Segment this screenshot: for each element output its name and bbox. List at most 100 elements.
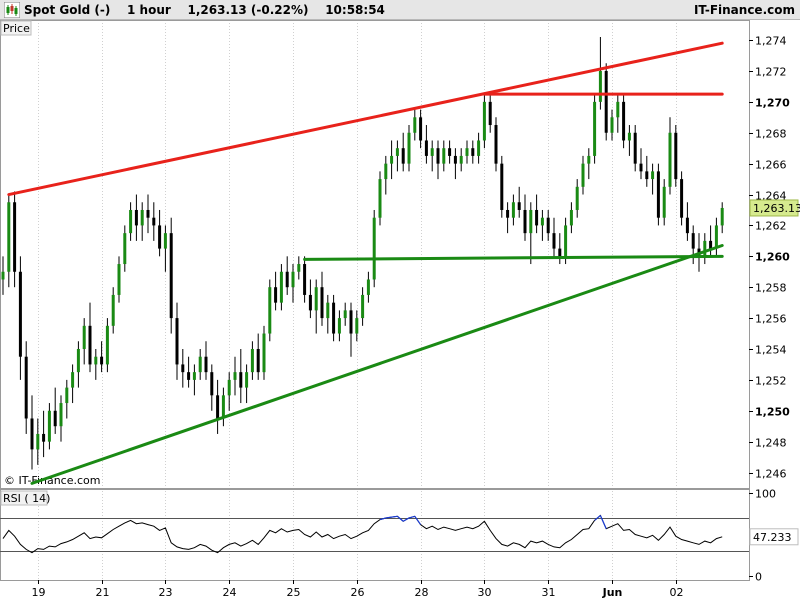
rsi-overbought-segment (397, 515, 404, 522)
candle-body (378, 179, 382, 218)
candle (140, 202, 144, 241)
candle (13, 191, 17, 288)
candle-body (100, 356, 104, 365)
price-y-tick-label: 1,250 (755, 406, 790, 419)
candle-body (517, 202, 521, 210)
candle (424, 125, 428, 164)
price-y-tick-label: 1,258 (755, 282, 787, 295)
rsi-value-label: 47.233 (753, 531, 792, 544)
candle-body (691, 233, 695, 249)
candle-body (511, 202, 515, 218)
price-y-tick-label: 1,274 (755, 35, 787, 48)
candle (540, 209, 544, 241)
candle-body (158, 225, 162, 249)
candle-body (448, 148, 452, 156)
candle (407, 125, 411, 172)
candle-body (604, 70, 608, 133)
candle (303, 256, 307, 303)
candle-body (500, 163, 504, 210)
candle-body (627, 132, 631, 141)
candle-body (175, 318, 179, 365)
candle-body (105, 325, 109, 365)
rsi-y-tick-label: 100 (755, 488, 776, 501)
candle (152, 202, 156, 241)
candle-body (7, 202, 11, 272)
candle-body (227, 379, 231, 396)
candle-body (198, 356, 202, 373)
candle-body (558, 248, 562, 257)
candle-body (471, 148, 475, 156)
candle (187, 356, 191, 388)
rsi-value-marker (749, 528, 799, 546)
candle (88, 302, 92, 373)
price-y-tick-label: 1,260 (755, 251, 790, 264)
price-y-tick-label: 1,252 (755, 375, 787, 388)
trendline (7, 41, 724, 197)
candle-body (430, 148, 434, 156)
candle (47, 403, 51, 450)
candle (523, 194, 527, 241)
candle (662, 179, 666, 226)
rsi-overbought-segment (379, 517, 386, 521)
candle-body (262, 333, 266, 373)
candle-body (250, 348, 254, 373)
x-tick-label: Jun (602, 586, 623, 599)
candle (158, 209, 162, 257)
candle (581, 155, 585, 195)
candle (610, 109, 614, 141)
price-y-tick-label: 1,246 (755, 468, 787, 481)
candle-body (59, 403, 63, 427)
candle (349, 302, 353, 357)
candle-body (30, 418, 34, 450)
x-tick-label: 21 (96, 586, 110, 599)
candle (436, 140, 440, 180)
candle (326, 294, 330, 334)
candle-body (593, 101, 597, 156)
candle-body (720, 207, 724, 226)
candle-body (587, 155, 591, 164)
candle (598, 36, 602, 110)
candle-body (546, 217, 550, 234)
candle (361, 287, 365, 326)
candle (477, 132, 481, 164)
candle (372, 209, 376, 288)
candle (111, 287, 115, 334)
rsi-overbought-segment (414, 515, 422, 525)
candle (627, 125, 631, 156)
candle (593, 94, 597, 164)
candle-body (366, 279, 370, 295)
candle-body (129, 209, 133, 234)
candle (558, 233, 562, 265)
candle (314, 279, 318, 334)
candle-body (245, 372, 249, 388)
rsi-label-box (0, 490, 48, 506)
candle-body (639, 163, 643, 172)
candle-body (709, 240, 713, 249)
candle (616, 94, 620, 133)
candle-body (204, 356, 208, 373)
candle-body (651, 171, 655, 180)
price-label-box (0, 20, 32, 36)
candle-body (111, 294, 115, 326)
price-y-tick-label: 1,264 (755, 190, 787, 203)
candle (552, 217, 556, 257)
candle-body (332, 302, 336, 334)
candle-body (680, 179, 684, 218)
candle (685, 202, 689, 241)
candle-body (569, 209, 573, 226)
candle-body (564, 225, 568, 257)
price-y-tick-label: 1,254 (755, 344, 787, 357)
candle-body (76, 348, 80, 373)
chart-header: Spot Gold (-) 1 hour 1,263.13 (-0.22%) 1… (0, 0, 800, 20)
candle (575, 179, 579, 218)
candle-body (71, 372, 75, 388)
candle-body (268, 287, 272, 334)
rsi-overbought-segment (391, 515, 398, 518)
candle-body (685, 217, 689, 234)
candle-body (187, 372, 191, 380)
rsi-overbought-segment (594, 515, 601, 521)
candle (633, 125, 637, 172)
candle-body (453, 155, 457, 164)
rsi-y-tick-label: 0 (755, 571, 762, 584)
